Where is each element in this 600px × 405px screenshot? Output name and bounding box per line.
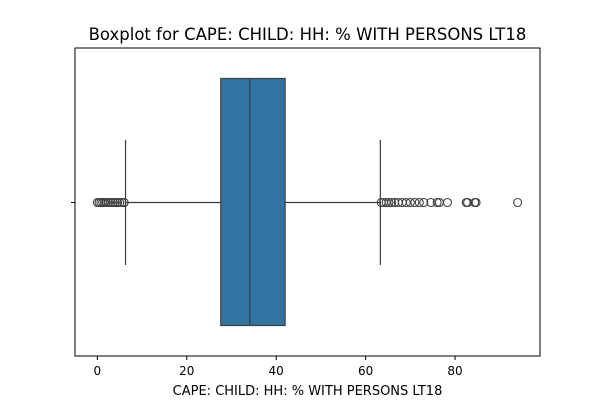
outlier-point: [471, 197, 481, 208]
x-tick-label: 80: [447, 364, 462, 378]
outlier-point: [108, 197, 118, 208]
outlier-point: [110, 197, 120, 208]
outlier-point: [405, 197, 415, 208]
outlier-point: [387, 197, 397, 208]
iqr-box: [220, 77, 286, 327]
x-tick-label: 40: [269, 364, 284, 378]
plot-area: 0 20 40 60 80: [71, 47, 541, 378]
outlier-point: [442, 197, 452, 208]
outlier-point: [106, 197, 116, 208]
outlier-point: [513, 197, 523, 208]
outlier-point: [112, 197, 123, 208]
outlier-point: [414, 197, 424, 208]
x-tick-label: 0: [94, 364, 102, 378]
outlier-point: [117, 197, 127, 208]
outlier-point: [103, 197, 114, 208]
outlier-point: [115, 197, 125, 208]
chart-title: Boxplot for CAPE: CHILD: HH: % WITH PERS…: [89, 25, 527, 44]
x-axis-label: CAPE: CHILD: HH: % WITH PERSONS LT18: [173, 384, 443, 399]
outlier-point: [432, 197, 442, 208]
outlier-point: [419, 197, 429, 208]
outlier-point: [119, 197, 129, 208]
x-tick-label: 20: [179, 364, 194, 378]
outlier-point: [101, 197, 111, 208]
outlier-point: [410, 197, 420, 208]
x-tick-label: 60: [358, 364, 373, 378]
outlier-point: [384, 197, 394, 208]
